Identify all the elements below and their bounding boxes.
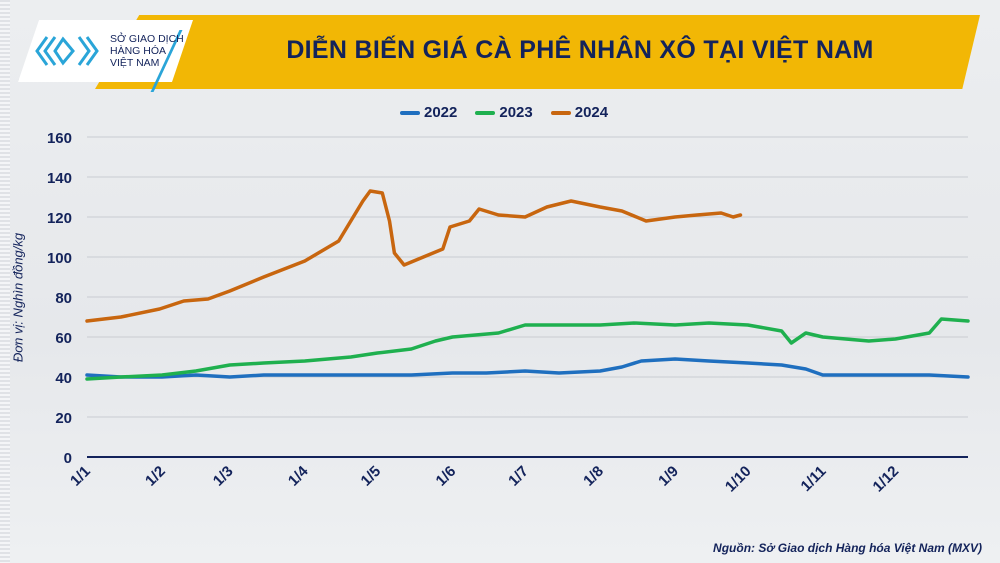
y-axis-label: Đơn vị: Nghìn đồng/kg <box>10 232 26 363</box>
legend-swatch <box>475 110 496 115</box>
y-tick-label: 60 <box>55 330 72 347</box>
logo-line-1: SỞ GIAO DỊCH <box>110 33 184 45</box>
y-tick-label: 120 <box>47 210 72 227</box>
x-tick-label: 1/5 <box>357 463 384 490</box>
x-tick-label: 1/11 <box>798 463 830 495</box>
x-tick-label: 1/2 <box>142 463 169 490</box>
x-tick-label: 1/7 <box>505 463 532 490</box>
logo-mark-icon <box>35 36 99 66</box>
legend-item-2023: 2023 <box>475 104 533 121</box>
source-note: Nguồn: Sở Giao dịch Hàng hóa Việt Nam (M… <box>713 541 982 555</box>
series-line-2024 <box>85 189 743 323</box>
x-tick-label: 1/10 <box>722 463 755 496</box>
y-tick-label: 140 <box>47 170 72 187</box>
legend-swatch <box>550 110 571 115</box>
logo-line-2: HÀNG HÓA <box>110 45 167 57</box>
legend: 2022 2023 2024 <box>400 104 608 121</box>
legend-item-2022: 2022 <box>400 104 457 121</box>
x-tick-label: 1/4 <box>285 462 312 489</box>
x-tick-label: 1/8 <box>580 463 607 490</box>
series-line-2022 <box>85 357 970 379</box>
y-tick-label: 160 <box>47 130 72 147</box>
x-tick-label: 1/6 <box>433 463 460 490</box>
x-tick-label: 1/12 <box>870 463 903 496</box>
legend-label: 2022 <box>424 104 458 121</box>
y-tick-label: 100 <box>47 250 72 267</box>
page-title: DIỄN BIẾN GIÁ CÀ PHÊ NHÂN XÔ TẠI VIỆT NA… <box>286 36 874 64</box>
y-tick-label: 40 <box>55 370 72 387</box>
legend-swatch <box>400 110 420 115</box>
y-tick-label: 0 <box>64 450 72 467</box>
left-edge-strip <box>0 0 10 563</box>
logo-text: SỞ GIAO DỊCH HÀNG HÓA VIỆT NAM <box>110 33 184 69</box>
x-tick-label: 1/9 <box>655 463 682 490</box>
y-tick-label: 80 <box>55 290 72 307</box>
title-banner <box>95 15 980 89</box>
x-tick-label: 1/3 <box>210 463 237 490</box>
logo <box>18 20 193 82</box>
legend-label: 2023 <box>499 104 533 121</box>
logo-line-3: VIỆT NAM <box>110 57 160 69</box>
legend-label: 2024 <box>574 104 609 121</box>
y-tick-label: 20 <box>55 410 72 427</box>
series-line-2023 <box>85 317 970 381</box>
legend-item-2024: 2024 <box>550 104 609 121</box>
